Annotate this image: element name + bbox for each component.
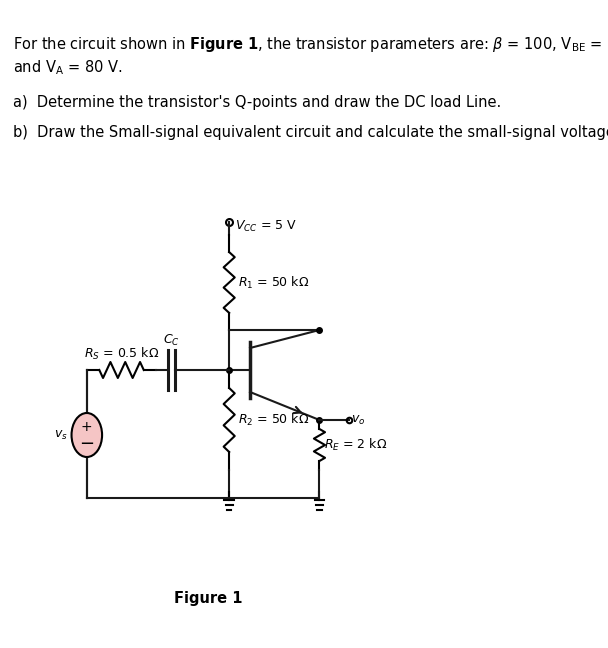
Text: $C_C$: $C_C$ (163, 332, 180, 347)
Text: $v_s$: $v_s$ (54, 428, 67, 441)
Text: $R_1$ = 50 k$\Omega$: $R_1$ = 50 k$\Omega$ (238, 275, 309, 290)
Text: a)  Determine the transistor's Q-points and draw the DC load Line.: a) Determine the transistor's Q-points a… (13, 95, 501, 111)
Text: $R_E$ = 2 k$\Omega$: $R_E$ = 2 k$\Omega$ (323, 437, 387, 453)
Text: $v_o$: $v_o$ (351, 413, 366, 426)
Text: b)  Draw the Small-signal equivalent circuit and calculate the small-signal volt: b) Draw the Small-signal equivalent circ… (13, 126, 608, 141)
Text: and V$_{\rm A}$ = 80 V.: and V$_{\rm A}$ = 80 V. (13, 59, 122, 77)
Text: For the circuit shown in $\mathbf{Figure\ 1}$, the transistor parameters are: $\: For the circuit shown in $\mathbf{Figure… (13, 36, 608, 54)
Text: +: + (81, 420, 92, 434)
Text: $R_2$ = 50 k$\Omega$: $R_2$ = 50 k$\Omega$ (238, 412, 309, 428)
Text: $R_S$ = 0.5 k$\Omega$: $R_S$ = 0.5 k$\Omega$ (84, 346, 159, 362)
Text: $V_{CC}$ = 5 V: $V_{CC}$ = 5 V (235, 218, 297, 233)
Text: Figure 1: Figure 1 (174, 590, 243, 605)
Circle shape (72, 413, 102, 457)
Text: −: − (79, 435, 94, 453)
